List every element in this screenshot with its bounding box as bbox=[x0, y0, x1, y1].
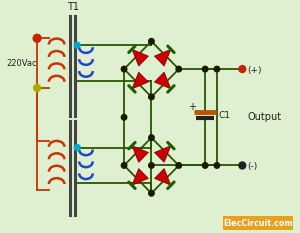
Circle shape bbox=[202, 66, 208, 72]
Text: ElecCircuit.com: ElecCircuit.com bbox=[223, 219, 293, 228]
Circle shape bbox=[121, 66, 127, 72]
Circle shape bbox=[74, 42, 80, 48]
Circle shape bbox=[149, 191, 154, 196]
Circle shape bbox=[74, 145, 80, 151]
Polygon shape bbox=[132, 49, 148, 66]
Polygon shape bbox=[132, 72, 148, 89]
Circle shape bbox=[214, 163, 220, 168]
Circle shape bbox=[149, 163, 154, 168]
Circle shape bbox=[121, 114, 127, 120]
FancyBboxPatch shape bbox=[223, 216, 293, 230]
Circle shape bbox=[214, 66, 220, 72]
Circle shape bbox=[176, 163, 182, 168]
Polygon shape bbox=[154, 49, 171, 66]
Circle shape bbox=[149, 94, 154, 100]
Circle shape bbox=[239, 162, 246, 169]
Circle shape bbox=[149, 38, 154, 44]
Circle shape bbox=[239, 66, 246, 72]
Text: 220Vac: 220Vac bbox=[6, 59, 37, 68]
Circle shape bbox=[176, 66, 182, 72]
Polygon shape bbox=[154, 168, 171, 185]
Circle shape bbox=[149, 135, 154, 140]
Text: +: + bbox=[188, 102, 196, 112]
Text: C1: C1 bbox=[219, 111, 231, 120]
Circle shape bbox=[34, 85, 40, 91]
Polygon shape bbox=[132, 168, 148, 185]
Polygon shape bbox=[154, 72, 171, 89]
Text: Output: Output bbox=[247, 112, 281, 122]
Text: (-): (-) bbox=[247, 162, 257, 171]
Text: T1: T1 bbox=[67, 3, 79, 12]
Circle shape bbox=[202, 163, 208, 168]
Polygon shape bbox=[154, 146, 171, 162]
Text: (+): (+) bbox=[247, 65, 262, 75]
Circle shape bbox=[121, 163, 127, 168]
Circle shape bbox=[33, 34, 41, 42]
Polygon shape bbox=[132, 146, 148, 162]
